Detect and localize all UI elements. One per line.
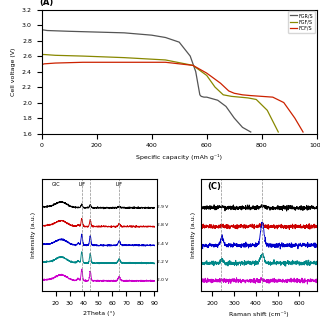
FCF/S: [227, 89, 231, 93]
X-axis label: Specific capacity (mAh g⁻¹): Specific capacity (mAh g⁻¹): [136, 154, 222, 160]
FCF/S: [232, 91, 236, 95]
FGR/S: [40, 28, 44, 32]
FCF/S: [43, 62, 46, 66]
Text: 2.4 V: 2.4 V: [156, 242, 168, 246]
FCF/S: [260, 94, 264, 98]
Line: FGF/S: FGF/S: [42, 54, 278, 132]
FCF/S: [293, 116, 297, 120]
FGF/S: [221, 93, 225, 97]
Line: FGR/S: FGR/S: [42, 10, 251, 132]
FGR/S: [199, 94, 203, 98]
FGF/S: [81, 54, 85, 58]
FCF/S: [271, 95, 275, 99]
FGR/S: [210, 97, 214, 100]
Text: 2.9 V: 2.9 V: [156, 205, 168, 209]
FGF/S: [40, 52, 44, 56]
FGR/S: [188, 54, 192, 58]
FGR/S: [205, 95, 209, 99]
FGR/S: [150, 33, 154, 37]
Y-axis label: Intensity (a.u.): Intensity (a.u.): [191, 212, 196, 258]
FGF/S: [246, 96, 250, 100]
Text: 2.0 V: 2.0 V: [156, 278, 168, 282]
FGR/S: [196, 85, 200, 89]
FGF/S: [122, 56, 126, 60]
FGF/S: [276, 130, 280, 134]
FGF/S: [43, 52, 46, 56]
FGF/S: [213, 85, 217, 89]
FGR/S: [177, 40, 181, 44]
FGR/S: [202, 95, 206, 99]
FGR/S: [67, 29, 71, 33]
Text: GIC: GIC: [52, 182, 60, 187]
FGR/S: [45, 28, 49, 32]
FGR/S: [194, 70, 198, 74]
FCF/S: [249, 94, 253, 98]
FCF/S: [122, 60, 126, 64]
FGR/S: [232, 116, 236, 120]
Line: FCF/S: FCF/S: [42, 62, 303, 132]
FGR/S: [40, 8, 44, 12]
Text: LIF: LIF: [79, 182, 86, 187]
FGR/S: [224, 105, 228, 108]
Y-axis label: Cell voltage (V): Cell voltage (V): [11, 47, 16, 96]
X-axis label: Raman shift (cm⁻¹): Raman shift (cm⁻¹): [229, 311, 289, 317]
FGR/S: [122, 31, 126, 35]
FGF/S: [238, 95, 242, 99]
FGR/S: [216, 98, 220, 102]
Y-axis label: Intensity (a.u.): Intensity (a.u.): [31, 212, 36, 258]
FGF/S: [191, 63, 195, 67]
FGR/S: [198, 93, 202, 97]
FCF/S: [164, 60, 167, 64]
FCF/S: [53, 61, 57, 65]
Text: LIF: LIF: [116, 182, 123, 187]
FGR/S: [164, 36, 167, 39]
FCF/S: [241, 93, 244, 97]
Text: (A): (A): [39, 0, 53, 7]
FCF/S: [205, 71, 209, 75]
X-axis label: 2Theta (°): 2Theta (°): [84, 311, 116, 316]
FGF/S: [53, 53, 57, 57]
Text: 2.8 V: 2.8 V: [156, 223, 168, 228]
FCF/S: [81, 60, 85, 64]
FGF/S: [205, 74, 209, 77]
FGF/S: [265, 108, 269, 112]
Text: 2.2 V: 2.2 V: [156, 260, 168, 264]
FCF/S: [301, 130, 305, 134]
FCF/S: [191, 63, 195, 67]
Legend: FGR/S, FGF/S, FCF/S: FGR/S, FGF/S, FCF/S: [288, 11, 315, 33]
FGR/S: [249, 130, 253, 134]
FGF/S: [229, 94, 233, 98]
FGF/S: [254, 98, 258, 101]
FCF/S: [282, 101, 286, 105]
FGR/S: [208, 96, 212, 100]
FGR/S: [95, 30, 99, 34]
FGF/S: [164, 58, 167, 62]
FGR/S: [241, 125, 244, 129]
Text: (C): (C): [207, 182, 221, 191]
FCF/S: [40, 63, 44, 67]
FCF/S: [219, 81, 222, 85]
